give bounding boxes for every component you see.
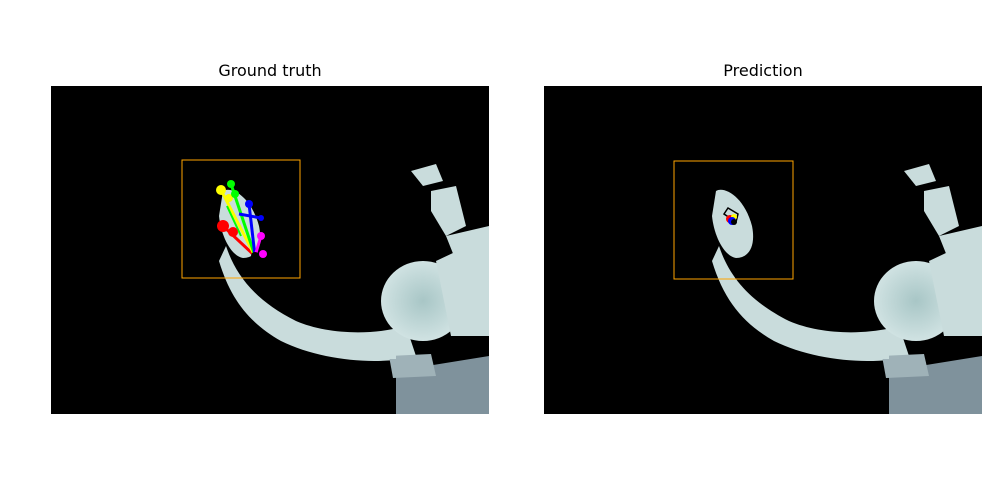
panel-title-ground-truth: Ground truth bbox=[218, 61, 322, 80]
ground-truth-image bbox=[51, 86, 489, 414]
hand-bounding-box bbox=[181, 159, 301, 279]
prediction-skeleton bbox=[722, 206, 739, 225]
prediction-image bbox=[544, 86, 982, 414]
depth-body bbox=[219, 164, 489, 414]
panel-title-prediction: Prediction bbox=[723, 61, 803, 80]
depth-body bbox=[712, 164, 982, 414]
ground-truth-skeleton bbox=[216, 180, 267, 260]
hand-bounding-box bbox=[673, 160, 794, 280]
